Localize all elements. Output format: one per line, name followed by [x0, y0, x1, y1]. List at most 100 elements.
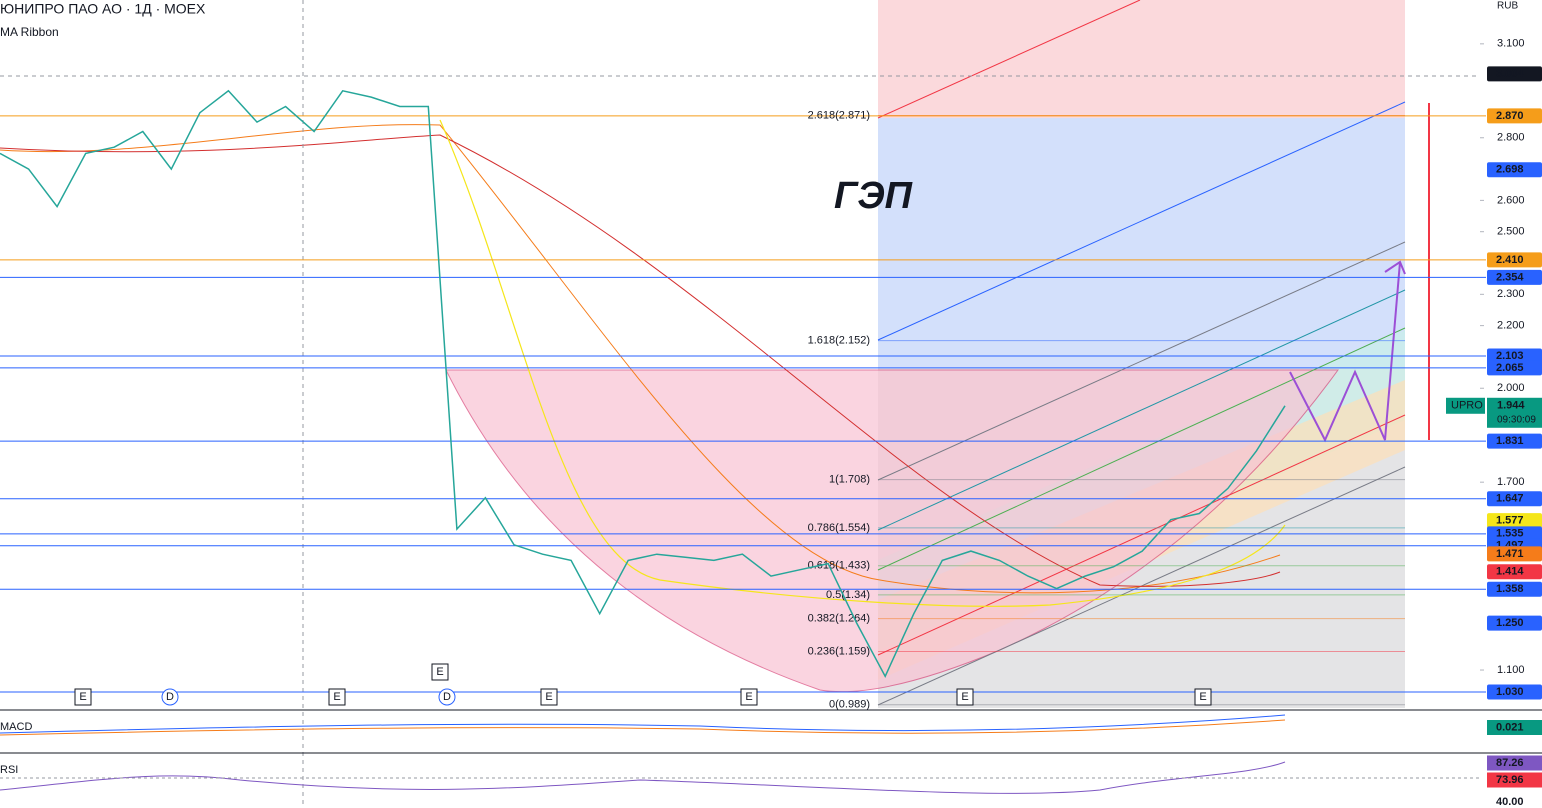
fib-label: 0.618(1.433) [808, 560, 870, 572]
rsi-tag [1487, 794, 1542, 808]
price-tag-label: 1.535 [1496, 528, 1524, 540]
fib-label: 0.786(1.554) [808, 522, 870, 534]
price-tag-label: 2.354 [1496, 271, 1524, 283]
y-tick-label: 3.100 [1497, 38, 1525, 50]
rsi-value: 87.26 [1496, 757, 1524, 769]
fib-label: 0.5(1.34) [826, 589, 870, 601]
ma-line [0, 124, 1281, 594]
event-label: E [545, 691, 552, 703]
price-tag [1487, 66, 1542, 82]
currency[interactable]: RUB [1497, 1, 1518, 12]
event-marker [1194, 688, 1212, 706]
price-tag [1487, 348, 1542, 364]
event-label: D [443, 691, 451, 703]
price-tag-label: 2.103 [1496, 350, 1524, 362]
fib-label: 0.236(1.159) [808, 645, 870, 657]
event-label: E [961, 691, 968, 703]
event-marker [540, 688, 558, 706]
rsi-tag [1487, 772, 1542, 788]
fib-label: 0(0.989) [829, 699, 870, 711]
price-tag-label: 2.065 [1496, 362, 1524, 374]
price-tag-label: 2.870 [1496, 110, 1524, 122]
ma-line [0, 134, 1281, 587]
channel-line [877, 414, 1406, 656]
channel-line [877, 289, 1406, 531]
event-marker [161, 688, 179, 706]
price-tag-label: 2.410 [1496, 254, 1524, 266]
price-tag [1487, 491, 1542, 507]
price-tag [1487, 162, 1542, 178]
price-tag [1487, 684, 1542, 700]
rsi-value: 40.00 [1496, 796, 1524, 808]
price-tag [1487, 433, 1542, 449]
price-tag [1487, 564, 1542, 580]
event-marker [74, 688, 92, 706]
price-tag [1487, 615, 1542, 631]
price-tag-label: 1.358 [1496, 583, 1524, 595]
event-marker [956, 688, 974, 706]
y-tick-label: 2.300 [1497, 288, 1525, 300]
countdown: 09:30:09 [1497, 414, 1536, 425]
fib-label: 1(1.708) [829, 474, 870, 486]
macd-title: MACD [0, 721, 32, 733]
macd-line [0, 714, 1286, 734]
price-tag [1487, 526, 1542, 542]
symbol-label: UPRO [1451, 400, 1483, 412]
price-tag-label: 1.250 [1496, 617, 1524, 629]
forecast-path [1289, 261, 1401, 443]
fib-label: 2.618(2.871) [808, 109, 870, 121]
price-tag-label: 1.471 [1496, 548, 1524, 560]
price-tag-label: 3.004 [1496, 68, 1524, 80]
price-tag [1487, 360, 1542, 376]
symbol-tag [1446, 397, 1485, 414]
event-marker [431, 663, 449, 681]
annotation: ГЭП [834, 175, 913, 217]
forecast-arrowhead [1384, 260, 1406, 275]
event-marker [438, 688, 456, 706]
event-label: E [436, 666, 443, 678]
y-tick-label: 1.700 [1497, 476, 1525, 488]
cup-shape [445, 369, 1339, 693]
symbol-title: ЮНИПРО ПАО АО · 1Д · MOEX [0, 1, 206, 17]
event-marker [740, 688, 758, 706]
price-tag [1487, 546, 1542, 562]
macd-value: 0.021 [1496, 721, 1524, 733]
y-tick-label: 2.200 [1497, 320, 1525, 332]
y-tick-label: 2.500 [1497, 226, 1525, 238]
y-tick-label: 2.000 [1497, 382, 1525, 394]
price-line [0, 89, 1286, 678]
fib-zone-blue [878, 118, 1405, 368]
macd-signal [0, 719, 1286, 736]
y-tick-label: 2.800 [1497, 132, 1525, 144]
fib-label: 0.382(1.264) [808, 613, 870, 625]
fib-zone-red [878, 0, 1405, 118]
rsi-value: 73.96 [1496, 774, 1524, 786]
event-label: E [333, 691, 340, 703]
macd-tag [1487, 720, 1542, 735]
price-tag [1487, 513, 1542, 529]
channel-line [877, 0, 1141, 119]
indicator-name: MA Ribbon [0, 25, 59, 39]
y-tick-label: 2.600 [1497, 194, 1525, 206]
price-tag-label: 1.414 [1496, 566, 1524, 578]
price-tag [1487, 252, 1542, 268]
price-tag [1487, 108, 1542, 124]
price-tag-label: 2.698 [1496, 164, 1524, 176]
last-price-label: 1.944 [1497, 400, 1525, 412]
channel-line [877, 101, 1406, 341]
event-label: E [745, 691, 752, 703]
event-marker [328, 688, 346, 706]
channel-line [877, 241, 1406, 481]
fib-label: 1.618(2.152) [808, 335, 870, 347]
price-tag [1487, 581, 1542, 597]
event-label: E [79, 691, 86, 703]
price-tag [1487, 269, 1542, 285]
event-label: E [1199, 691, 1206, 703]
rsi-title: RSI [0, 764, 18, 776]
price-tag-label: 1.831 [1496, 435, 1524, 447]
event-label: D [166, 691, 174, 703]
last-price-tag [1487, 397, 1542, 428]
y-tick-label: 1.100 [1497, 664, 1525, 676]
rsi-tag [1487, 755, 1542, 771]
